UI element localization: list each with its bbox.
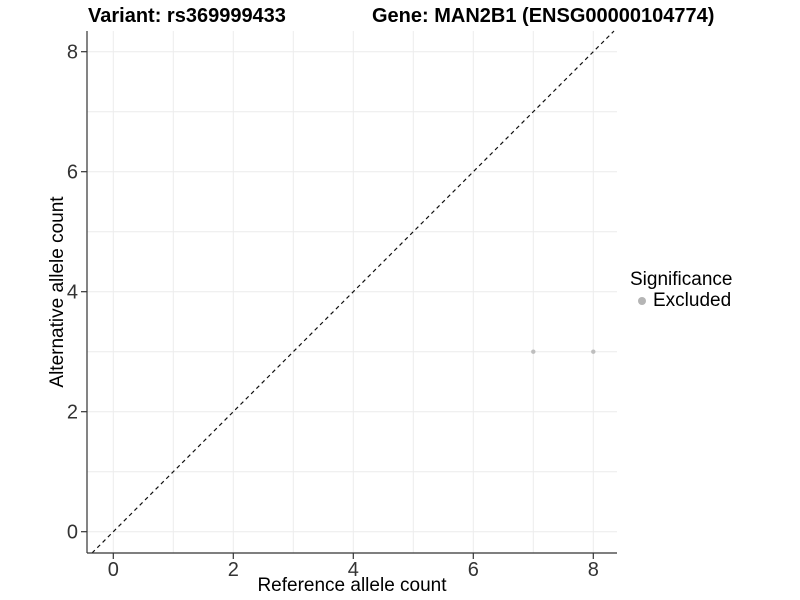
plot-title-variant: Variant: rs369999433 bbox=[88, 5, 286, 27]
y-tick-label: 4 bbox=[67, 282, 78, 304]
data-point bbox=[591, 349, 596, 354]
y-tick-label: 8 bbox=[67, 42, 78, 64]
x-tick-label: 2 bbox=[228, 559, 239, 581]
y-tick-label: 6 bbox=[67, 162, 78, 184]
legend-item-label: Excluded bbox=[653, 290, 732, 311]
legend-item-excluded: Excluded bbox=[630, 291, 732, 311]
x-tick-label: 8 bbox=[588, 559, 599, 581]
data-point bbox=[531, 349, 536, 354]
legend: Significance Excluded bbox=[630, 269, 732, 311]
x-tick-label: 0 bbox=[108, 559, 119, 581]
x-axis-title: Reference allele count bbox=[257, 575, 447, 596]
legend-title: Significance bbox=[630, 269, 733, 290]
x-tick-label: 6 bbox=[468, 559, 479, 581]
x-tick-label: 4 bbox=[348, 559, 359, 581]
legend-key-dot bbox=[638, 297, 646, 305]
y-axis-title: Alternative allele count bbox=[47, 196, 68, 388]
y-tick-label: 2 bbox=[67, 402, 78, 424]
plot-title-gene: Gene: MAN2B1 (ENSG00000104774) bbox=[372, 5, 715, 27]
identity-dashed-line bbox=[91, 30, 615, 554]
y-tick-label: 0 bbox=[67, 522, 78, 544]
